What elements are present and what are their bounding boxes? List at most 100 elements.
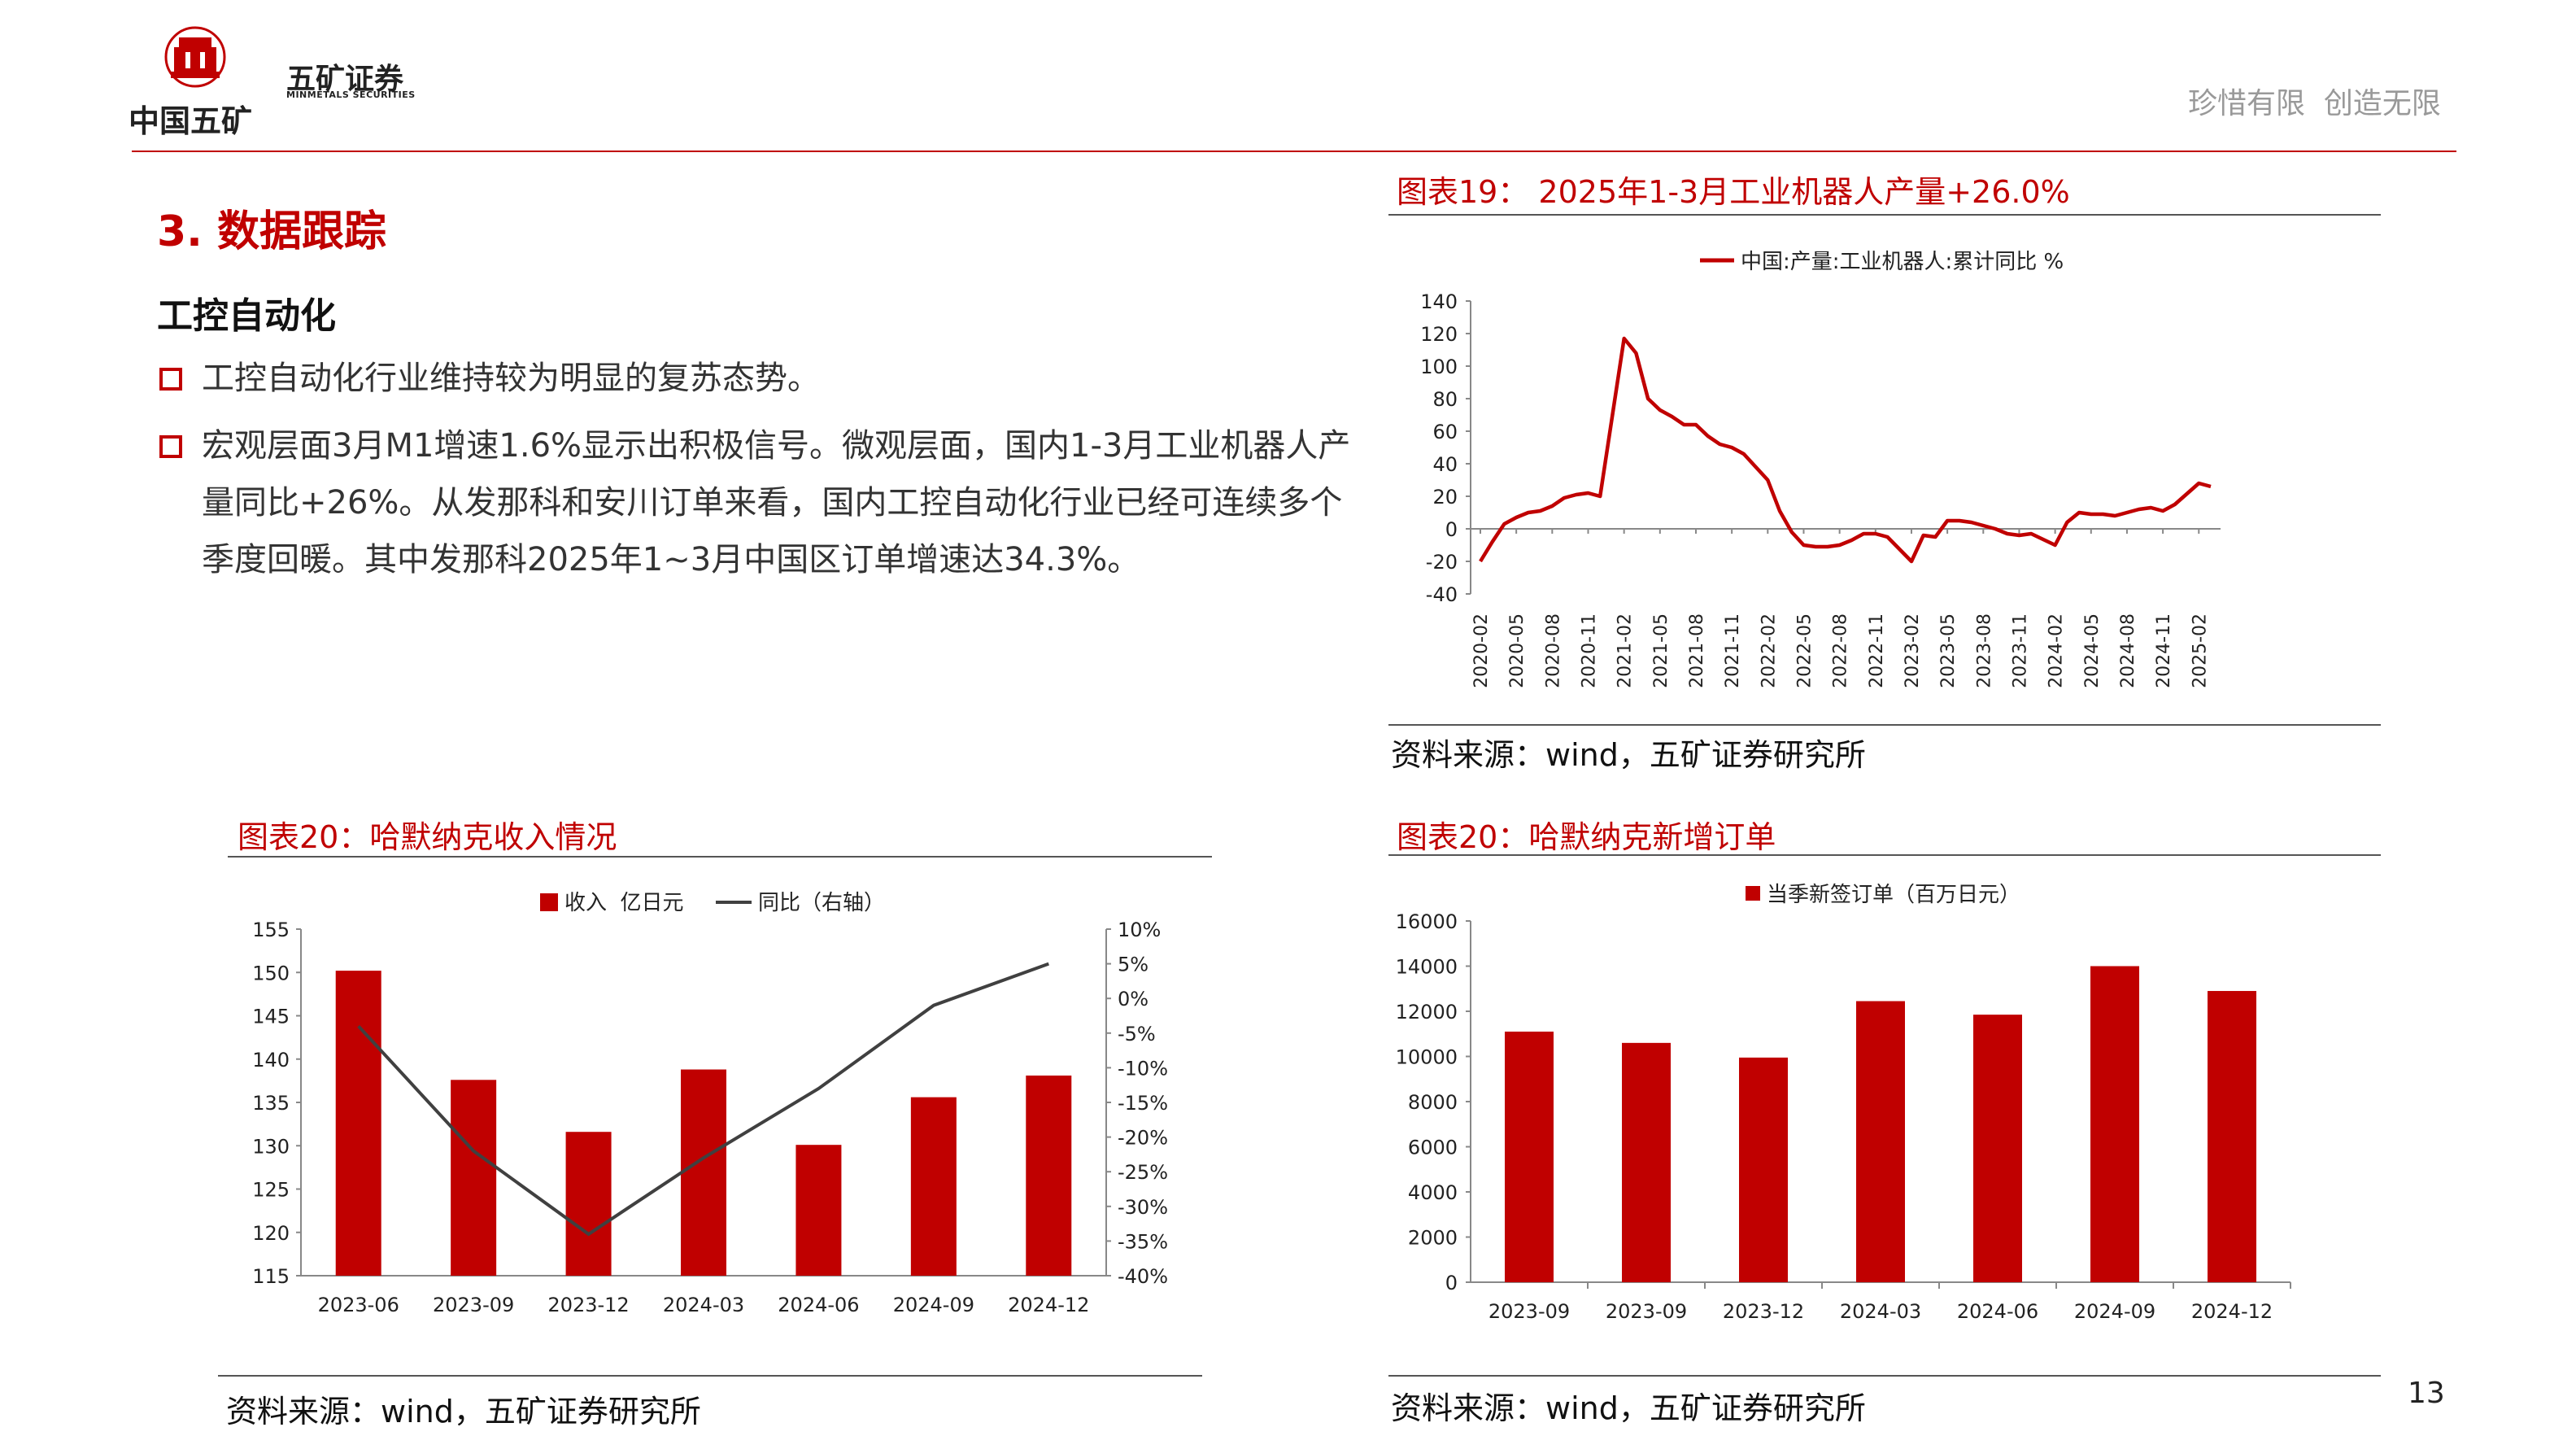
x-tick-label: 2021-05 — [1651, 613, 1672, 688]
y-tick-label: 8000 — [1408, 1091, 1458, 1114]
legend-label: 中国:产量:工业机器人:累计同比 % — [1741, 250, 2064, 274]
chart-bottom-rule — [1388, 724, 2381, 726]
x-tick-label: 2024-09 — [893, 1294, 974, 1316]
bar — [1739, 1057, 1788, 1282]
y-tick-label-right: -35% — [1118, 1230, 1168, 1253]
logo-brand-en: MINMETALS SECURITIES — [286, 89, 416, 100]
header-divider — [132, 151, 2456, 152]
bar — [1026, 1075, 1072, 1276]
x-tick-label: 2021-08 — [1687, 613, 1707, 688]
section-subtitle: 工控自动化 — [157, 295, 336, 337]
legend-label: 同比（右轴） — [758, 891, 885, 915]
x-tick-label: 2023-12 — [1723, 1300, 1804, 1323]
y-tick-label-right: -5% — [1118, 1023, 1156, 1045]
y-tick-label-right: -15% — [1118, 1092, 1168, 1115]
y-tick-label-right: 5% — [1118, 954, 1149, 976]
series-line — [1479, 336, 2212, 564]
x-tick-label: 2020-02 — [1471, 613, 1492, 688]
slogan: 珍惜有限 创造无限 — [2188, 87, 2441, 120]
y-tick-label: 60 — [1432, 421, 1458, 443]
y-tick-label: 4000 — [1408, 1181, 1458, 1204]
bar — [1856, 1001, 1905, 1282]
y-tick-label-right: -30% — [1118, 1196, 1168, 1219]
y-tick-label: 150 — [252, 962, 290, 984]
robot-chart: 中国:产量:工业机器人:累计同比 % -40 -20 0 20 40 60 80 100 120… — [1420, 250, 2221, 688]
y-tick-label: 120 — [252, 1222, 290, 1245]
y-tick-label: 2000 — [1408, 1227, 1458, 1250]
bar — [1505, 1031, 1554, 1282]
bar — [1622, 1042, 1671, 1282]
x-tick-label: 2024-06 — [778, 1294, 859, 1316]
x-tick-label: 2024-02 — [2046, 613, 2067, 688]
y-tick-label: 125 — [252, 1179, 290, 1202]
y-tick-label: 100 — [1420, 356, 1458, 378]
x-tick-label: 2022-05 — [1794, 613, 1815, 688]
orders-chart: 当季新签订单（百万日元） 0 2000 4000 6000 8000 10000 12000… — [1396, 883, 2291, 1323]
x-tick-label: 2024-03 — [1840, 1300, 1921, 1323]
y-tick-label: 135 — [252, 1092, 290, 1115]
x-tick-label: 2024-11 — [2154, 613, 2174, 688]
x-tick-label: 2023-11 — [2010, 613, 2030, 688]
chart-source: 资料来源：wind，五矿证券研究所 — [226, 1394, 701, 1429]
y-tick-label-right: 0% — [1118, 988, 1149, 1010]
y-tick-label: 0 — [1445, 518, 1458, 541]
bar — [795, 1145, 842, 1276]
x-tick-label: 2023-09 — [1606, 1300, 1687, 1323]
bar — [335, 971, 381, 1276]
y-tick-label: 140 — [252, 1049, 290, 1071]
x-tick-label: 2022-08 — [1831, 613, 1851, 688]
x-tick-label: 2023-09 — [433, 1294, 514, 1316]
x-tick-label: 2025-02 — [2190, 613, 2210, 688]
chart-title-orders: 图表20：哈默纳克新增订单 — [1397, 819, 1776, 855]
y-tick-label: 14000 — [1396, 956, 1458, 979]
y-tick-label-right: -20% — [1118, 1127, 1168, 1150]
bar — [565, 1132, 612, 1276]
x-tick-label: 2020-08 — [1543, 613, 1563, 688]
y-tick-label: 12000 — [1396, 1001, 1458, 1023]
legend-swatch — [540, 893, 558, 911]
bar — [2090, 966, 2139, 1282]
x-tick-label: 2020-11 — [1579, 613, 1599, 688]
company-emblem — [164, 26, 226, 88]
x-tick-label: 2024-05 — [2082, 613, 2103, 688]
y-tick-label: 80 — [1432, 388, 1458, 411]
y-tick-label: 140 — [1420, 290, 1458, 313]
legend-label: 当季新签订单（百万日元） — [1767, 883, 2020, 907]
y-tick-label: 16000 — [1396, 910, 1458, 933]
chart-bottom-rule — [218, 1375, 1202, 1377]
bar — [451, 1080, 497, 1276]
chart-title-revenue: 图表20：哈默纳克收入情况 — [238, 819, 617, 855]
x-tick-label: 2023-02 — [1903, 613, 1923, 688]
bullet-marker — [159, 368, 182, 391]
logo-main-text: 中国五矿 — [129, 103, 253, 139]
x-tick-label: 2024-12 — [2191, 1300, 2273, 1323]
y-tick-label-right: -40% — [1118, 1265, 1168, 1288]
page-number: 13 — [2408, 1377, 2445, 1410]
legend-swatch — [1746, 886, 1760, 901]
y-tick-label: 0 — [1445, 1272, 1458, 1294]
y-tick-label: 130 — [252, 1135, 290, 1158]
logo-brand: 五矿证券 — [286, 63, 404, 96]
chart-title-robot: 图表19： 2025年1-3月工业机器人产量+26.0% — [1397, 174, 2070, 210]
bar — [910, 1097, 957, 1276]
bullet-text: 宏观层面3月M1增速1.6%显示出积极信号。微观层面，国内1-3月工业机器人产量… — [202, 427, 1351, 578]
x-tick-label: 2021-11 — [1723, 613, 1743, 688]
bullet-marker — [159, 435, 182, 458]
bullet-text: 工控自动化行业维持较为明显的复苏态势。 — [202, 360, 820, 397]
bar — [2208, 991, 2256, 1282]
x-tick-label: 2024-08 — [2118, 613, 2138, 688]
chart-source: 资料来源：wind，五矿证券研究所 — [1391, 1390, 1866, 1426]
x-tick-label: 2023-09 — [1489, 1300, 1570, 1323]
chart-title-rule — [1388, 214, 2381, 216]
x-tick-label: 2023-12 — [547, 1294, 629, 1316]
x-tick-label: 2020-05 — [1507, 613, 1528, 688]
revenue-chart: 收入 亿日元 同比（右轴） 115 120 125 130 135 140 145 150 15… — [252, 891, 1168, 1316]
series-line — [357, 962, 1049, 1237]
x-tick-label: 2023-06 — [318, 1294, 399, 1316]
y-tick-label: 20 — [1432, 486, 1458, 508]
x-tick-label: 2024-06 — [1957, 1300, 2038, 1323]
y-tick-label-right: 10% — [1118, 919, 1161, 941]
y-tick-label: 40 — [1432, 453, 1458, 476]
chart-title-rule — [228, 856, 1212, 858]
x-tick-label: 2023-08 — [1974, 613, 1994, 688]
